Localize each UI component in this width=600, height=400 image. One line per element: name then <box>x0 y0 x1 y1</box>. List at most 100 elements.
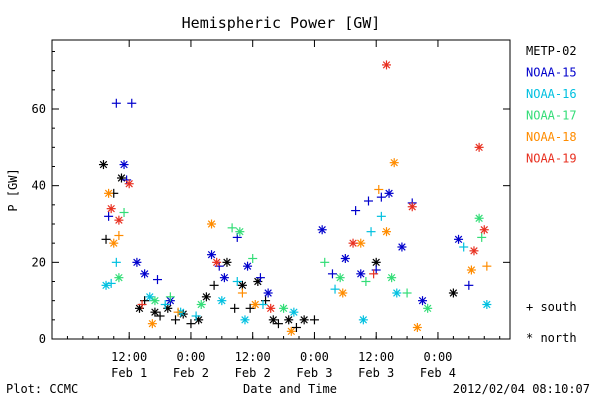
footer-timestamp: 2012/02/04 08:10:07 <box>453 382 590 396</box>
marker-key-north: * north <box>526 331 577 345</box>
plot-frame <box>51 39 511 340</box>
data-point <box>369 269 379 279</box>
data-point <box>412 323 422 332</box>
data-point <box>335 273 345 283</box>
data-point <box>363 196 373 206</box>
data-point <box>230 303 240 313</box>
data-point <box>387 273 397 283</box>
x-tick-time-label: 12:00 <box>235 350 271 364</box>
data-point <box>212 257 222 267</box>
data-point <box>222 257 232 267</box>
data-point <box>266 303 276 313</box>
y-axis-label: P [GW] <box>6 168 20 211</box>
data-point <box>207 219 217 229</box>
x-axis-label: Date and Time <box>243 382 337 396</box>
data-point <box>366 227 376 237</box>
data-point <box>320 257 330 267</box>
data-point <box>132 257 142 267</box>
y-tick-label: 60 <box>32 102 46 116</box>
data-point <box>114 215 124 225</box>
data-point <box>317 225 327 235</box>
data-point <box>191 311 201 321</box>
legend-entry: NOAA-15 <box>526 66 577 80</box>
data-point <box>116 173 126 183</box>
data-point <box>371 257 381 267</box>
data-point <box>423 303 433 313</box>
data-point <box>397 242 407 252</box>
data-point <box>466 265 476 275</box>
x-tick-date-label: Feb 2 <box>173 366 209 380</box>
data-point <box>124 179 134 189</box>
data-point <box>150 296 160 306</box>
data-point <box>227 223 237 233</box>
data-point <box>207 250 217 260</box>
data-point <box>106 204 116 214</box>
data-point <box>250 300 260 309</box>
data-point <box>150 307 160 317</box>
data-point <box>402 288 412 298</box>
data-point <box>479 225 489 235</box>
data-point <box>152 275 162 285</box>
y-tick-label: 0 <box>39 332 46 346</box>
data-point <box>111 257 121 267</box>
data-point <box>392 288 402 298</box>
x-tick-time-label: 12:00 <box>111 350 147 364</box>
data-point <box>464 280 474 290</box>
data-point <box>340 254 350 263</box>
data-point <box>418 296 428 306</box>
data-point <box>474 142 484 152</box>
data-point <box>119 208 129 217</box>
x-tick-date-label: Feb 3 <box>358 366 394 380</box>
data-point <box>209 280 219 290</box>
x-tick-date-label: Feb 2 <box>235 366 271 380</box>
y-axis: 0 20 40 60 <box>32 51 510 346</box>
data-point <box>119 160 129 170</box>
data-point <box>356 269 366 279</box>
marker-key-south: + south <box>526 300 577 314</box>
data-point <box>171 315 181 325</box>
x-tick-time-label: 0:00 <box>300 350 329 364</box>
x-axis: 12:00 Feb 1 0:00 Feb 2 12:00 Feb 2 0:00 Feb 3 12… <box>51 40 501 380</box>
data-point <box>348 238 358 248</box>
data-point <box>454 234 464 244</box>
data-point <box>232 277 242 286</box>
data-point <box>255 273 265 283</box>
data-point <box>160 300 170 309</box>
data-point <box>374 185 384 194</box>
data-point <box>217 296 227 306</box>
data-point <box>279 303 289 313</box>
data-point <box>186 319 196 329</box>
data-point <box>407 202 417 212</box>
data-point <box>381 227 391 237</box>
legend-entry: NOAA-17 <box>526 109 577 123</box>
data-point <box>469 246 479 256</box>
data-point <box>248 254 258 263</box>
data-point <box>258 300 268 309</box>
data-point <box>376 192 386 202</box>
x-tick-date-label: Feb 1 <box>111 366 147 380</box>
data-point <box>330 284 340 294</box>
data-point <box>173 307 183 317</box>
footer-plot-source: Plot: CCMC <box>6 382 78 396</box>
data-point <box>114 273 124 283</box>
data-point <box>286 326 296 336</box>
legend: METP-02 NOAA-15 NOAA-16 NOAA-17 NOAA-18 NOAA-… <box>526 44 577 166</box>
x-tick-date-label: Feb 3 <box>296 366 332 380</box>
data-points <box>98 60 492 336</box>
x-tick-time-label: 12:00 <box>358 350 394 364</box>
data-point <box>268 315 278 325</box>
data-point <box>356 238 366 248</box>
data-point <box>474 213 484 223</box>
data-point <box>389 158 399 168</box>
data-point <box>104 188 114 198</box>
data-point <box>384 188 394 198</box>
data-point <box>284 315 294 325</box>
data-point <box>482 261 492 271</box>
data-point <box>237 280 247 290</box>
data-point <box>196 300 206 309</box>
data-point <box>140 269 150 279</box>
data-point <box>289 307 299 317</box>
data-point <box>245 303 255 313</box>
data-point <box>291 323 301 332</box>
